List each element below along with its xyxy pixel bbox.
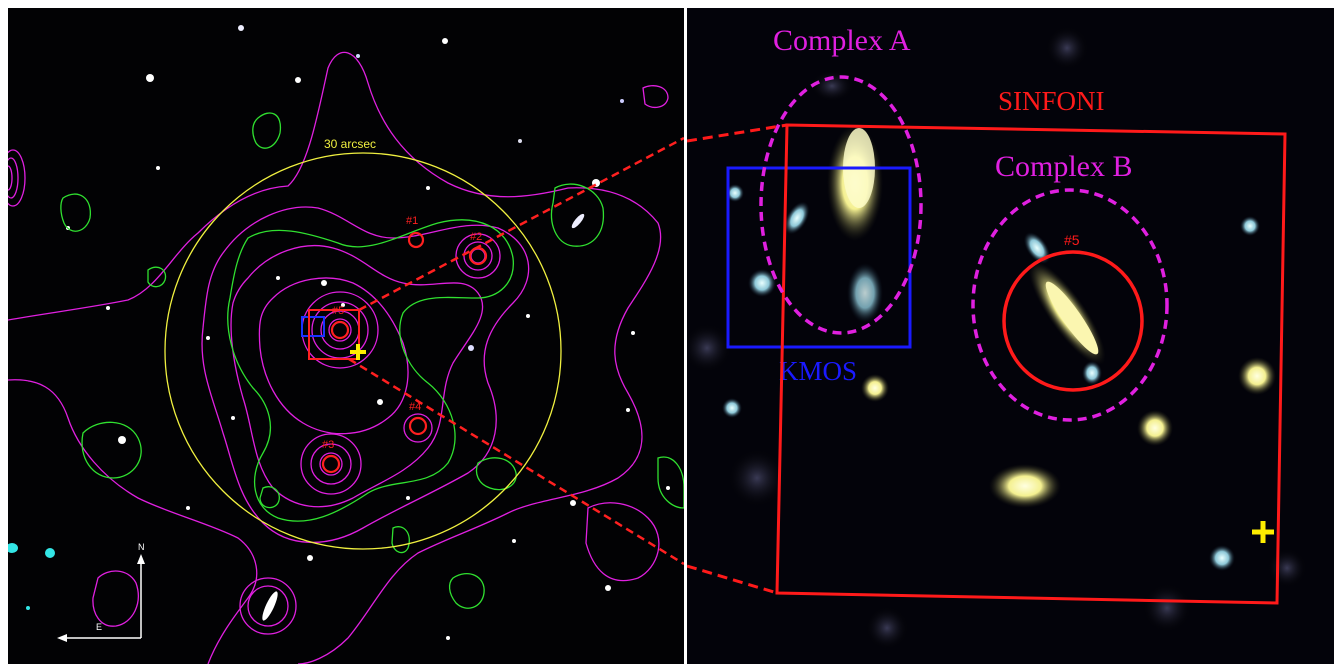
source-5-circle (1002, 250, 1144, 392)
contour-2 (201, 206, 530, 544)
field-objects (8, 25, 670, 640)
contour-outer (8, 51, 662, 664)
sinfoni-footprint (308, 309, 360, 360)
complex-a-ellipse (759, 75, 923, 335)
source-marker-5 (330, 320, 350, 340)
compass-east-label: E (96, 622, 102, 632)
scale-circle-30-arcsec (164, 152, 562, 550)
faint-sources (687, 26, 1307, 650)
complex-a-label: Complex A (773, 24, 911, 57)
zoom-line-bottom (348, 357, 684, 566)
sinfoni-box (775, 123, 1287, 605)
green-main (227, 219, 514, 522)
scale-label: 30 arcsec (324, 137, 376, 151)
source-markers (321, 231, 488, 474)
contour-3 (230, 245, 484, 508)
yellow-cross (1252, 521, 1274, 543)
source-label-3: #3 (322, 439, 334, 451)
centroid-cross (350, 344, 366, 360)
kmos-footprint (301, 316, 325, 337)
kmos-label: KMOS (779, 356, 857, 386)
contour-outer-b (8, 379, 258, 664)
sinfoni-label: SINFONI (998, 86, 1105, 116)
source-marker-4 (408, 416, 428, 436)
compass-north-label: N (138, 542, 145, 552)
source-5-galaxy (1023, 232, 1106, 385)
right-image-svg: KMOS SINFONI Complex A Complex B #5 (687, 8, 1334, 664)
left-image-panel: 30 arcsec #1 #2 #3 #4 #5 (8, 8, 684, 664)
source-label-1: #1 (406, 215, 418, 227)
compass (57, 554, 145, 642)
source-marker-1 (407, 231, 425, 249)
zoom-line-top (358, 136, 684, 312)
source-5-label: #5 (1064, 232, 1080, 248)
zoom-line-top-right (687, 123, 788, 143)
kmos-box (726, 166, 912, 349)
left-image-svg: 30 arcsec #1 #2 #3 #4 #5 (8, 8, 684, 664)
point-sources (722, 184, 1276, 571)
source-label-4: #4 (409, 401, 421, 413)
complex-b-ellipse (971, 188, 1169, 422)
source-label-2: #2 (470, 231, 482, 243)
green-contours (60, 112, 684, 609)
contour-4 (258, 277, 409, 435)
right-zoom-panel: KMOS SINFONI Complex A Complex B #5 (687, 8, 1334, 664)
complex-b-label: Complex B (995, 150, 1133, 183)
source-marker-3 (321, 454, 341, 474)
